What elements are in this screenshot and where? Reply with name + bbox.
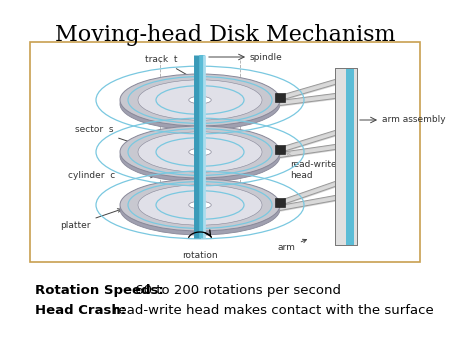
- Text: rotation: rotation: [182, 251, 218, 261]
- Bar: [275, 145, 285, 154]
- Text: arm: arm: [278, 239, 306, 252]
- Text: 60 to 200 rotations per second: 60 to 200 rotations per second: [131, 284, 341, 297]
- Text: read-write
head: read-write head: [286, 152, 337, 180]
- Text: track  t: track t: [145, 55, 207, 86]
- Ellipse shape: [189, 148, 211, 155]
- Text: cylinder  c: cylinder c: [68, 170, 115, 179]
- Ellipse shape: [138, 132, 262, 172]
- Ellipse shape: [138, 80, 262, 120]
- Ellipse shape: [120, 126, 280, 178]
- Bar: [335, 68, 357, 245]
- Bar: [275, 93, 285, 102]
- Ellipse shape: [120, 74, 280, 126]
- Text: arm assembly: arm assembly: [382, 116, 446, 124]
- Bar: [30, 42, 420, 262]
- Ellipse shape: [120, 179, 280, 231]
- Ellipse shape: [189, 96, 211, 104]
- Text: platter: platter: [60, 209, 122, 230]
- Text: Rotation Speeds:: Rotation Speeds:: [35, 284, 164, 297]
- Ellipse shape: [189, 201, 211, 209]
- Text: Moving-head Disk Mechanism: Moving-head Disk Mechanism: [55, 24, 395, 46]
- Text: spindle: spindle: [250, 52, 283, 62]
- Bar: [275, 198, 285, 207]
- Ellipse shape: [120, 78, 280, 130]
- Ellipse shape: [120, 183, 280, 235]
- Ellipse shape: [120, 130, 280, 182]
- Text: sector  s: sector s: [75, 125, 156, 151]
- Bar: [335, 68, 357, 245]
- Bar: [346, 68, 354, 245]
- Text: read-write head makes contact with the surface: read-write head makes contact with the s…: [109, 304, 434, 317]
- Ellipse shape: [138, 185, 262, 225]
- Text: Head Crash:: Head Crash:: [35, 304, 126, 317]
